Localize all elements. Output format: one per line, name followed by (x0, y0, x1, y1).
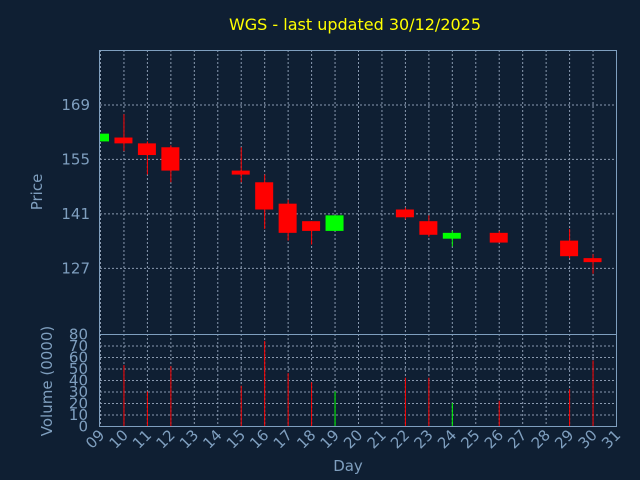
x-tick-label: 28 (528, 426, 554, 452)
price-grid (100, 50, 617, 334)
x-tick-label: 22 (387, 426, 413, 452)
volume-tick-label: 80 (69, 326, 88, 344)
price-tick-label: 141 (61, 205, 90, 223)
volume-tick-label: 60 (69, 349, 88, 367)
volume-tick-label: 40 (69, 372, 88, 390)
candle-body (419, 221, 438, 235)
x-tick-label: 10 (106, 426, 132, 452)
x-tick-label: 21 (364, 426, 390, 452)
price-tick-label: 155 (61, 150, 90, 168)
candle-body (302, 221, 321, 231)
x-tick-label: 20 (340, 426, 366, 452)
x-axis: 0910111213141516171819202122232425262728… (82, 426, 624, 452)
candle-body (255, 182, 274, 210)
x-tick-label: 30 (575, 426, 601, 452)
x-tick-label: 25 (457, 426, 483, 452)
volume-grid (100, 334, 617, 427)
candle-body (278, 203, 297, 233)
x-tick-label: 11 (129, 426, 155, 452)
volume-axis-label: Volume (0000) (38, 326, 56, 436)
volume-tick-label: 70 (69, 337, 88, 355)
x-tick-label: 14 (199, 426, 225, 452)
candle-body (583, 258, 602, 263)
price-tick-label: 169 (61, 96, 90, 114)
price-candles (100, 114, 602, 274)
candle-body (114, 137, 133, 144)
chart-title: WGS - last updated 30/12/2025 (229, 15, 481, 34)
x-tick-label: 23 (410, 426, 436, 452)
candle-body (489, 232, 508, 243)
price-axis: 127 141 155 169 (61, 96, 90, 277)
x-tick-label: 15 (223, 426, 249, 452)
x-tick-label: 27 (504, 426, 530, 452)
x-tick-label: 18 (293, 426, 319, 452)
candle-body (161, 147, 180, 171)
x-tick-label: 29 (551, 426, 577, 452)
x-tick-label: 19 (317, 426, 343, 452)
candle-body (101, 133, 109, 142)
x-tick-label: 24 (434, 426, 460, 452)
price-tick-label: 127 (61, 259, 90, 277)
x-axis-label: Day (333, 457, 363, 475)
volume-tick-label: 10 (69, 406, 88, 424)
x-tick-label: 16 (246, 426, 272, 452)
x-tick-label: 26 (481, 426, 507, 452)
x-tick-label: 31 (598, 426, 624, 452)
price-axis-label: Price (28, 174, 46, 211)
volume-bars (123, 340, 594, 426)
volume-panel-frame (99, 334, 617, 427)
volume-tick-label: 30 (69, 383, 88, 401)
candle-body (560, 240, 579, 257)
x-tick-label: 12 (152, 426, 178, 452)
candle-body (442, 232, 461, 239)
candle-body (137, 143, 156, 156)
volume-tick-label: 50 (69, 360, 88, 378)
volume-tick-label: 20 (69, 395, 88, 413)
candle-body (325, 215, 344, 231)
x-tick-label: 17 (270, 426, 296, 452)
x-tick-label: 13 (176, 426, 202, 452)
candle-body (395, 209, 414, 218)
volume-tick-label: 0 (78, 418, 88, 436)
candle-body (231, 170, 250, 175)
